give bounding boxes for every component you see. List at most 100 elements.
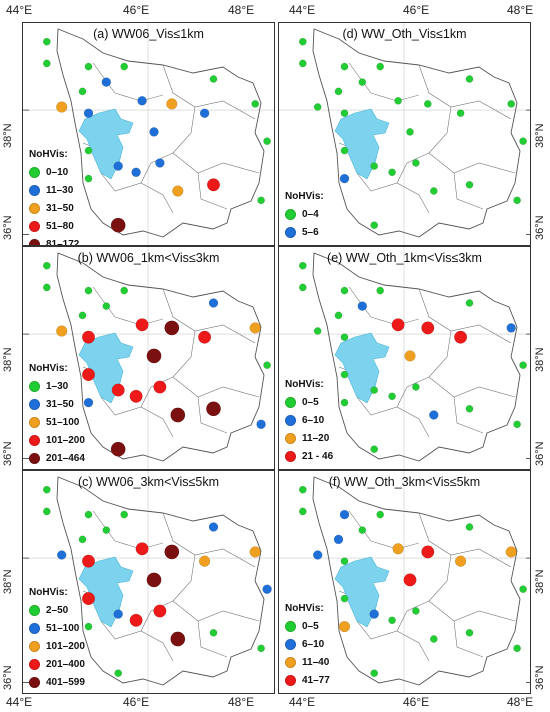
station-marker bbox=[114, 669, 123, 678]
station-marker bbox=[113, 609, 123, 619]
station-marker bbox=[519, 361, 527, 370]
station-marker bbox=[340, 333, 349, 342]
station-marker bbox=[78, 87, 87, 96]
lon-label-48-right: 48°E bbox=[507, 3, 534, 17]
legend-item: 1–30 bbox=[29, 377, 85, 395]
station-marker bbox=[334, 87, 343, 96]
lon-label-46-right: 46°E bbox=[403, 3, 430, 17]
lake-urmia bbox=[334, 108, 390, 180]
station-marker bbox=[376, 510, 385, 519]
legend-b: NoHVis: 1–30 31–50 51–100 101–200 201–464 bbox=[29, 363, 85, 467]
legend-label: 6–10 bbox=[302, 638, 325, 650]
legend-d: NoHVis: 0–4 5–6 bbox=[285, 191, 324, 241]
subregion-boundary bbox=[162, 64, 256, 120]
legend-swatch bbox=[29, 622, 40, 634]
subregion-boundary bbox=[453, 396, 484, 434]
station-marker bbox=[209, 628, 218, 637]
station-marker bbox=[298, 261, 307, 270]
legend-label: 11–30 bbox=[46, 184, 74, 196]
station-marker bbox=[465, 404, 474, 413]
subregion-boundary bbox=[92, 62, 164, 102]
legend-item: 51–100 bbox=[29, 619, 85, 637]
panel-title-d: (d) WW_Oth_Vis≤1km bbox=[342, 27, 467, 41]
legend-title: NoHVis: bbox=[29, 363, 68, 374]
station-marker bbox=[257, 644, 265, 653]
lat-label-c-36: 36°N bbox=[2, 665, 14, 690]
station-marker bbox=[208, 522, 219, 532]
lat-label-e-36: 36°N bbox=[534, 441, 546, 466]
map-canvas-e bbox=[279, 247, 530, 469]
legend-label: 81–172 bbox=[46, 238, 80, 246]
map-panel-f: (f) WW_Oth_3km<Vis≤5km NoHVis: 0–5 6–10 11… bbox=[278, 470, 531, 694]
station-marker bbox=[146, 572, 162, 588]
subregion-boundary bbox=[172, 330, 260, 398]
map-canvas-c bbox=[23, 471, 274, 693]
station-marker bbox=[298, 283, 307, 292]
legend-title: NoHVis: bbox=[285, 379, 324, 390]
legend-item: 0–10 bbox=[29, 163, 79, 181]
legend-item: 101–200 bbox=[29, 637, 85, 655]
station-marker bbox=[392, 543, 404, 555]
lon-label-46-left: 46°E bbox=[123, 3, 150, 17]
station-marker bbox=[78, 311, 87, 320]
subregion-boundary bbox=[453, 620, 484, 658]
legend-label: 21 - 46 bbox=[302, 450, 334, 462]
station-marker bbox=[42, 485, 51, 494]
legend-item: 31–50 bbox=[29, 199, 79, 217]
subregion-boundary bbox=[396, 152, 430, 184]
subregion-boundary bbox=[197, 172, 228, 210]
station-marker bbox=[137, 96, 147, 106]
legend-swatch bbox=[29, 434, 40, 446]
station-marker bbox=[340, 370, 349, 379]
subregion-boundary bbox=[428, 106, 516, 174]
station-marker bbox=[412, 607, 420, 615]
station-marker bbox=[465, 299, 474, 307]
legend-item: 6–10 bbox=[285, 635, 330, 653]
subregion-boundary bbox=[428, 554, 516, 622]
station-marker bbox=[298, 507, 307, 516]
station-marker bbox=[84, 146, 93, 155]
station-marker bbox=[519, 585, 527, 594]
legend-label: 2–50 bbox=[46, 604, 69, 616]
legend-swatch bbox=[29, 166, 40, 178]
legend-label: 0–10 bbox=[46, 166, 69, 178]
station-marker bbox=[370, 386, 379, 394]
legend-swatch bbox=[29, 238, 40, 245]
legend-swatch bbox=[29, 398, 40, 410]
legend-swatch bbox=[285, 226, 296, 238]
station-marker bbox=[262, 584, 272, 594]
station-marker bbox=[120, 510, 129, 519]
station-marker bbox=[340, 557, 349, 566]
region-boundary bbox=[56, 28, 265, 238]
legend-swatch bbox=[29, 202, 40, 214]
station-marker bbox=[298, 485, 307, 494]
bottom-lon-label-44-left: 44°E bbox=[6, 695, 33, 709]
subregion-boundary bbox=[396, 600, 430, 632]
legend-label: 11–40 bbox=[302, 656, 330, 668]
region-boundary bbox=[56, 476, 265, 686]
station-marker bbox=[153, 604, 167, 618]
station-marker bbox=[513, 196, 521, 205]
station-marker bbox=[208, 298, 219, 308]
region-boundary bbox=[312, 252, 521, 462]
subregion-boundary bbox=[140, 600, 174, 632]
station-marker bbox=[84, 174, 93, 183]
legend-swatch bbox=[29, 452, 40, 464]
legend-item: 41–77 bbox=[285, 671, 330, 689]
legend-swatch bbox=[29, 416, 40, 428]
legend-swatch bbox=[29, 604, 40, 616]
legend-item: 11–20 bbox=[285, 429, 333, 447]
station-marker bbox=[465, 628, 474, 637]
subregion-boundary bbox=[348, 510, 420, 550]
legend-swatch bbox=[285, 656, 296, 668]
station-marker bbox=[170, 407, 186, 423]
station-marker bbox=[110, 217, 126, 233]
subregion-boundary bbox=[348, 286, 420, 326]
station-marker bbox=[505, 546, 517, 558]
station-marker bbox=[198, 330, 212, 344]
subregion-boundary bbox=[418, 64, 512, 120]
station-marker bbox=[84, 510, 93, 519]
lat-label-a-36: 36°N bbox=[2, 215, 14, 240]
subregion-boundary bbox=[396, 376, 430, 408]
station-marker bbox=[209, 75, 218, 83]
